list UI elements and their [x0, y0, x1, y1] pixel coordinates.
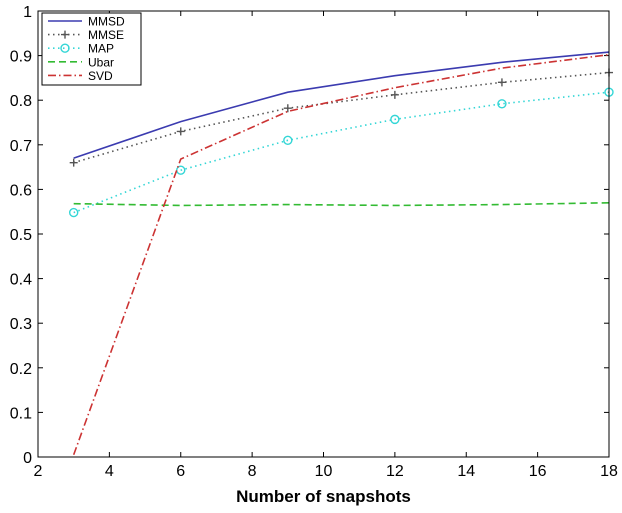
data-point-map: [497, 99, 507, 109]
data-point-mmse: [176, 127, 185, 136]
data-point-mmse: [390, 90, 399, 99]
series-map: [68, 87, 614, 218]
y-tick-label: 0.4: [10, 272, 32, 289]
y-tick-label: 0.7: [10, 138, 32, 155]
x-axis-title: Number of snapshots: [236, 487, 411, 506]
legend-item-svd: SVD: [48, 69, 113, 83]
y-tick-label: 1: [23, 4, 32, 21]
series-line-mmse: [73, 71, 610, 164]
axis-ticks: 2 4 6 8 10 12 14 16 18 0 0.1 0.2 0.3 0.4 0.5 0.6 0.7 0.8 0…: [10, 4, 618, 480]
y-tick-label: 0.2: [10, 361, 32, 378]
series-layer: [68, 51, 614, 456]
x-tick-label: 4: [105, 463, 114, 480]
legend-label: SVD: [88, 69, 113, 83]
x-tick-label: 14: [457, 463, 475, 480]
x-tick-label: 16: [529, 463, 547, 480]
data-point-mmse: [283, 104, 292, 113]
series-mmsd: [73, 51, 610, 159]
data-point-mmse: [69, 158, 78, 167]
series-line-mmsd: [73, 51, 610, 159]
data-point-map: [176, 165, 186, 175]
data-point-map: [68, 207, 79, 218]
legend-item-mmsd: MMSD: [48, 15, 125, 29]
y-tick-label: 0.8: [10, 93, 32, 110]
y-tick-label: 0.3: [10, 316, 32, 333]
data-point-map: [390, 114, 400, 125]
legend-item-mmse: MMSE: [48, 28, 124, 42]
series-line-svd: [72, 53, 610, 456]
x-tick-label: 18: [600, 463, 618, 480]
series-line-ubar: [73, 201, 610, 207]
x-tick-label: 8: [248, 463, 257, 480]
legend-marker: [61, 30, 69, 39]
data-point-map: [283, 135, 293, 146]
data-point-mmse: [497, 78, 506, 87]
legend-label: MMSE: [88, 28, 124, 42]
series-ubar: [73, 201, 610, 207]
legend-item-map: MAP: [48, 42, 114, 56]
series-svd: [72, 53, 610, 456]
series-line-map: [73, 91, 610, 214]
y-tick-label: 0.6: [10, 182, 32, 199]
x-tick-label: 2: [34, 463, 43, 480]
legend-item-ubar: Ubar: [48, 55, 114, 69]
legend-label: MAP: [88, 42, 114, 56]
x-tick-label: 10: [315, 463, 333, 480]
y-tick-label: 0.1: [10, 405, 32, 422]
legend-label: MMSD: [88, 15, 125, 29]
legend-label: Ubar: [88, 55, 114, 69]
x-tick-label: 12: [386, 463, 404, 480]
y-tick-label: 0.9: [10, 49, 32, 66]
y-tick-label: 0: [23, 450, 32, 467]
series-mmse: [69, 68, 613, 167]
plot-frame: [37, 10, 610, 458]
x-tick-label: 6: [176, 463, 185, 480]
legend-marker: [60, 43, 70, 53]
y-tick-label: 0.5: [10, 227, 32, 244]
